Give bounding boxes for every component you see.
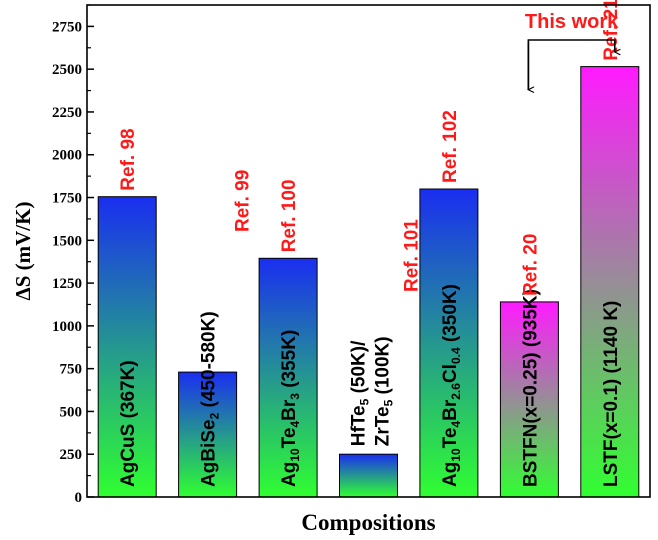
bar-label-7: LSTF(x=0.1) (1140 K) [601, 301, 622, 487]
bar-label-4-line2: ZrTe5 (100K) [373, 336, 396, 446]
plot-frame [86, 4, 651, 498]
ref-label-7: Ref. 21 [601, 0, 622, 61]
annotation-text: This work [525, 11, 619, 33]
y-tick-label: 2000 [52, 148, 82, 164]
bar-label-5: Ag10Te4Br2.6Cl0.4 (350K) [440, 284, 463, 487]
y-tick-label: 2750 [52, 19, 82, 35]
y-tick-label: 1750 [52, 191, 82, 207]
y-tick-label: 500 [60, 404, 83, 420]
ref-label-1: Ref. 98 [118, 128, 139, 190]
bar-label-6: BSTFN(x=0.25) (935K) [520, 289, 541, 487]
bar-3 [258, 257, 318, 498]
ref-label-5: Ref. 102 [440, 110, 461, 183]
y-axis-label: ΔS (mV/K) [11, 202, 35, 301]
bar-label-3: Ag10Te4Br3 (355K) [279, 330, 302, 487]
y-tick-label: 1500 [52, 233, 82, 249]
bar-label-1: AgCuS (367K) [118, 360, 139, 487]
bar-label-2: AgBiSe2 (450-580K) [199, 311, 222, 487]
x-axis-label: Compositions [301, 510, 435, 535]
bar-2 [178, 371, 238, 498]
y-tick-label: 0 [75, 490, 83, 506]
ref-label-2: Ref. 99 [233, 170, 254, 232]
y-tick-label: 2500 [52, 62, 82, 78]
bar-5 [419, 188, 479, 498]
ref-label-6: Ref. 20 [520, 234, 541, 296]
y-tick-label: 750 [60, 362, 83, 378]
bar-4 [339, 453, 398, 498]
bar-6 [499, 301, 559, 498]
y-tick-label: 250 [60, 447, 83, 463]
bar-1 [97, 196, 157, 498]
bar-7 [580, 66, 640, 498]
bar-label-4-line1: HfTe5 (50K)/ [349, 340, 372, 446]
y-tick-label: 1000 [52, 319, 82, 335]
y-tick-label: 2250 [52, 105, 82, 121]
y-tick-label: 1250 [52, 276, 82, 292]
ref-label-3: Ref. 100 [279, 179, 300, 252]
ref-label-4: Ref. 101 [402, 219, 423, 292]
